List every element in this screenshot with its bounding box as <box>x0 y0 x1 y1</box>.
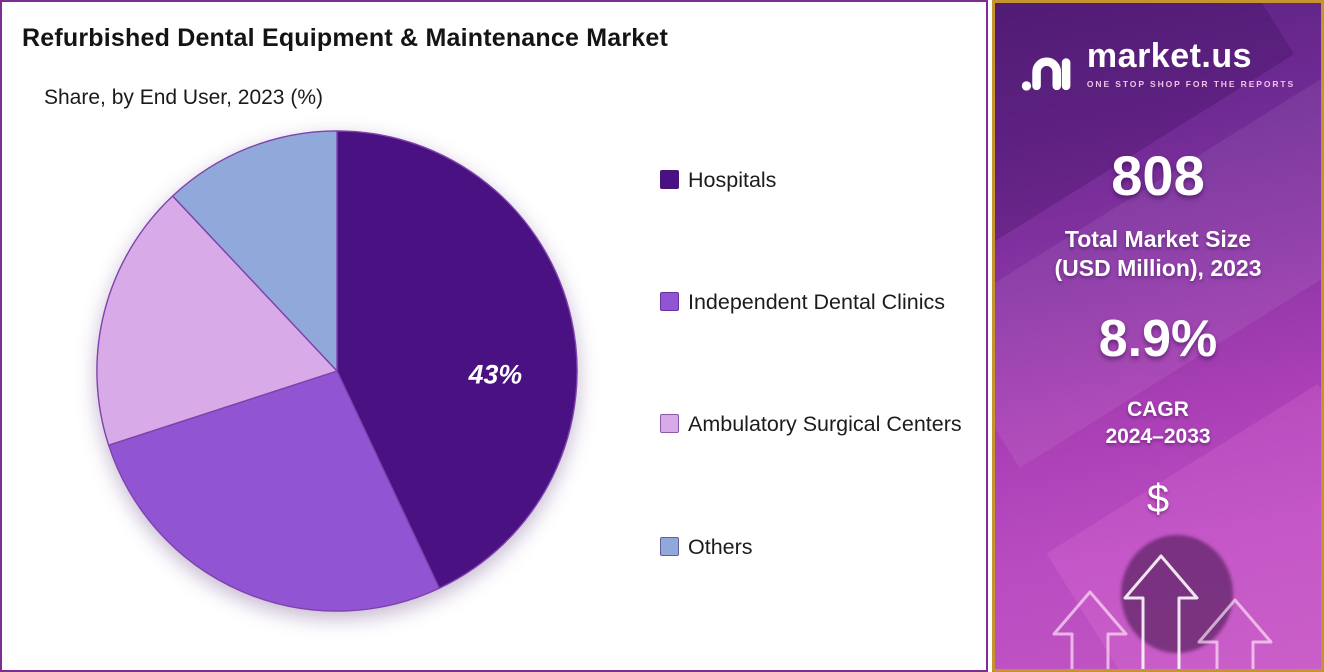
stat-market-size-value: 808 <box>1111 144 1205 207</box>
pie-slice-independent-dental-clinics <box>107 370 440 612</box>
legend-label: Ambulatory Surgical Centers <box>688 412 962 436</box>
legend-label: Independent Dental Clinics <box>688 290 945 314</box>
legend-swatch-independent-dental-clinics-icon <box>660 292 679 311</box>
dollar-icon: $ <box>1146 477 1170 521</box>
legend-swatch-hospitals-icon <box>660 170 679 189</box>
pie-slice-hospitals <box>336 130 578 589</box>
legend-item-hospitals: Hospitals <box>660 162 776 199</box>
pie-chart: 43% <box>96 130 578 612</box>
legend-label: Hospitals <box>688 168 777 192</box>
chart-panel: Refurbished Dental Equipment & Maintenan… <box>0 0 988 672</box>
growth-arrows-icon <box>1052 554 1273 669</box>
stat-market-size-label-line2: (USD Million), 2023 <box>1054 255 1262 282</box>
pie-slice-ambulatory-surgical-centers <box>96 195 338 446</box>
legend-item-others: Others <box>660 529 753 566</box>
pie-slice-others <box>171 130 338 372</box>
chart-title: Refurbished Dental Equipment & Maintenan… <box>22 24 669 52</box>
marketus-logo-icon <box>1021 57 1071 91</box>
legend-label: Others <box>688 535 753 559</box>
stat-cagr-value: 8.9% <box>1098 310 1218 368</box>
legend: Hospitals Independent Dental Clinics Amb… <box>660 2 986 672</box>
stat-market-size-label-line1: Total Market Size <box>1064 226 1252 252</box>
brand-logo: market.us ONE STOP SHOP FOR THE REPORTS <box>995 37 1321 94</box>
legend-swatch-ambulatory-surgical-centers-icon <box>660 414 679 433</box>
logo-text: market.us <box>1086 37 1253 75</box>
stat-cagr-label-line2: 2024–2033 <box>1105 424 1211 448</box>
pie-data-label: 43% <box>468 360 522 390</box>
legend-swatch-others-icon <box>660 537 679 556</box>
stat-market-size-label: Total Market Size (USD Million), 2023 <box>995 225 1321 284</box>
legend-item-independent-dental-clinics: Independent Dental Clinics <box>660 284 945 321</box>
pie-chart-container: 43% <box>90 124 584 618</box>
brand-sidebar: market.us ONE STOP SHOP FOR THE REPORTS … <box>992 0 1324 672</box>
stat-cagr-label: CAGR 2024–2033 <box>995 397 1321 451</box>
legend-item-ambulatory-surgical-centers: Ambulatory Surgical Centers <box>660 406 962 443</box>
chart-subtitle: Share, by End User, 2023 (%) <box>44 86 323 109</box>
logo-tagline: ONE STOP SHOP FOR THE REPORTS <box>1086 78 1296 89</box>
stat-cagr-label-line1: CAGR <box>1127 398 1189 421</box>
